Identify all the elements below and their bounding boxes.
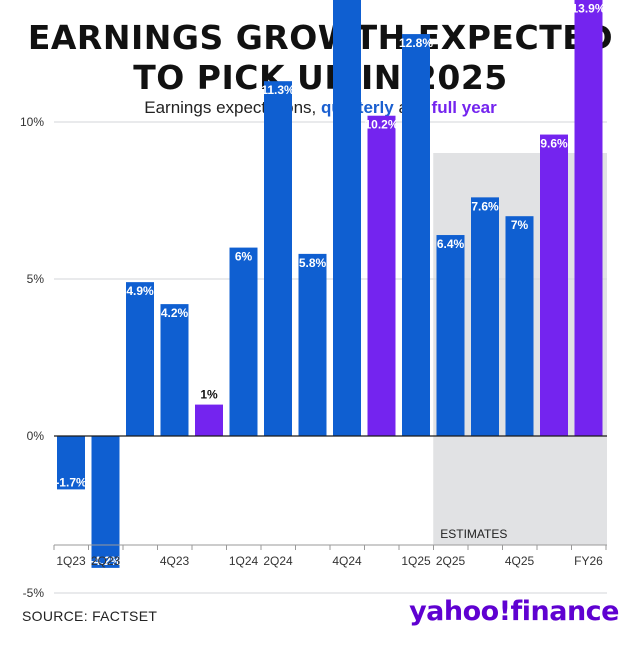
bar (264, 81, 292, 437)
data-label: 9.6% (540, 137, 568, 151)
bar (229, 247, 258, 436)
bar (436, 235, 465, 436)
source-note: SOURCE: FACTSET (22, 608, 158, 624)
bar (298, 253, 327, 436)
bar (574, 0, 603, 436)
bar (91, 436, 120, 568)
bar (333, 0, 361, 436)
x-tick-label: 2Q25 (436, 554, 466, 568)
y-tick-label: 5% (27, 272, 45, 286)
bar (471, 197, 499, 436)
data-label: 1% (200, 388, 218, 402)
data-label: -1.7% (55, 475, 87, 489)
subtitle-full-year: full year (431, 98, 497, 117)
data-label: 13.9% (571, 2, 605, 16)
data-label: 4.2% (161, 306, 189, 320)
bar (126, 282, 154, 436)
y-tick-label: -5% (23, 586, 45, 600)
data-label: 11.3% (261, 83, 295, 97)
y-tick-label: 0% (27, 429, 45, 443)
data-label: 4.9% (126, 284, 154, 298)
x-tick-label: 1Q24 (229, 554, 259, 568)
data-label: 6.4% (437, 237, 465, 251)
data-label: 5.8% (299, 256, 327, 270)
x-tick-label: 2Q24 (263, 554, 293, 568)
bar (367, 115, 396, 436)
bar (195, 404, 223, 436)
data-label: 10.2% (364, 118, 398, 132)
bar (505, 216, 534, 436)
bar (57, 436, 85, 490)
y-tick-label: 10% (20, 115, 44, 129)
x-tick-label: 4Q25 (505, 554, 535, 568)
yahoo-finance-logo: yahoo!finance (409, 596, 619, 627)
data-label: 7.6% (471, 199, 499, 213)
bar (160, 304, 189, 436)
data-label: 6% (235, 250, 253, 264)
bar (540, 134, 568, 436)
chart-title: EARNINGS GROWTH EXPECTED TO PICK UP IN 2… (27, 18, 614, 97)
estimates-label: ESTIMATES (440, 527, 507, 541)
x-tick-label: 2Q23 (91, 554, 121, 568)
x-tick-label: FY26 (574, 554, 603, 568)
bar-chart: -5%0%5%10%15% -1.7%-4.2%4.9%4.2%1%6%11.3… (20, 0, 607, 600)
x-tick-label: 4Q24 (332, 554, 362, 568)
data-label: 7% (511, 218, 529, 232)
data-label: 12.8% (399, 36, 433, 50)
data-label: -4.2% (90, 554, 122, 568)
x-tick-label: 1Q25 (401, 554, 431, 568)
x-tick-label: 1Q23 (56, 554, 86, 568)
x-tick-label: 4Q23 (160, 554, 190, 568)
bar (402, 34, 430, 437)
